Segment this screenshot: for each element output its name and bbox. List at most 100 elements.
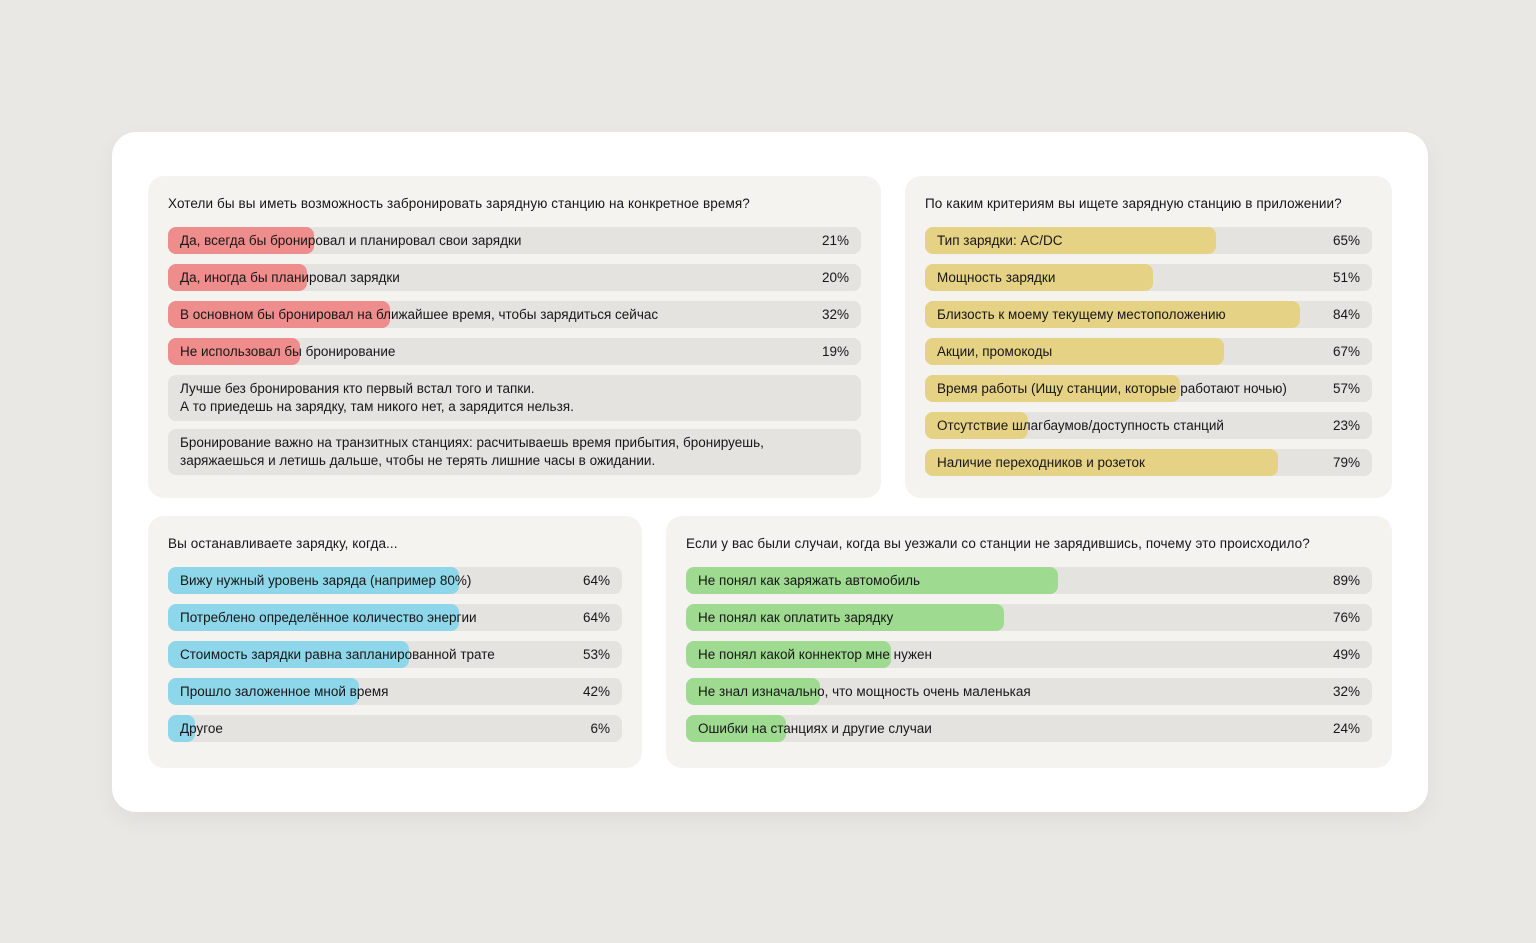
answer-bar-row: Не использовал бы бронирование 19% (168, 338, 861, 365)
answer-label: Время работы (Ищу станции, которые работ… (937, 381, 1287, 396)
answer-label: Не понял как оплатить зарядку (698, 610, 894, 625)
answer-label: Да, иногда бы планировал зарядки (180, 270, 400, 285)
bar-fill (925, 301, 1301, 328)
answer-percentage: 21% (821, 233, 849, 248)
bar-fill (168, 338, 300, 365)
answer-bar-row: Не понял как заряжать автомобиль 89% (686, 567, 1372, 594)
bottom-panels-row: Вы останавливаете зарядку, когда... Вижу… (148, 516, 1392, 768)
panel-title: Вы останавливаете зарядку, когда... (168, 536, 398, 551)
answer-percentage: 89% (1332, 573, 1360, 588)
answer-percentage: 64% (582, 573, 610, 588)
answer-bar-row: Другое 6% (168, 715, 622, 742)
bar-fill (925, 375, 1180, 402)
bar-chart: Вижу нужный уровень заряда (например 80%… (168, 567, 622, 742)
answer-bar-row: Не знал изначально, что мощность очень м… (686, 678, 1372, 705)
answer-label: Тип зарядки: AC/DC (937, 233, 1063, 248)
answer-bar-row: Не понял какой коннектор мне нужен 49% (686, 641, 1372, 668)
bar-fill (925, 412, 1028, 439)
panel-booking-question: Хотели бы вы иметь возможность заброниро… (148, 176, 881, 498)
open-answers: Лучше без бронирования кто первый встал … (168, 375, 861, 475)
open-answer-comment: Бронирование важно на транзитных станция… (168, 429, 861, 475)
answer-label: Отсутствие шлагбаумов/доступность станци… (937, 418, 1224, 433)
answer-label: Близость к моему текущему местоположению (937, 307, 1226, 322)
panel-title: Хотели бы вы иметь возможность заброниро… (168, 196, 750, 211)
answer-label: Не понял как заряжать автомобиль (698, 573, 921, 588)
answer-percentage: 20% (821, 270, 849, 285)
answer-bar-row: Да, всегда бы бронировал и планировал св… (168, 227, 861, 254)
bar-chart: Да, всегда бы бронировал и планировал св… (168, 227, 861, 365)
bar-fill (686, 641, 892, 668)
top-panels-row: Хотели бы вы иметь возможность заброниро… (148, 176, 1392, 498)
answer-percentage: 32% (1332, 684, 1360, 699)
answer-label: Вижу нужный уровень заряда (например 80%… (180, 573, 472, 588)
answer-bar-row: Да, иногда бы планировал зарядки 20% (168, 264, 861, 291)
answer-percentage: 53% (582, 647, 610, 662)
bar-fill (686, 604, 1005, 631)
panel-title: По каким критериям вы ищете зарядную ста… (925, 196, 1342, 211)
answer-label: Не понял какой коннектор мне нужен (698, 647, 932, 662)
bar-fill (925, 338, 1225, 365)
bar-fill (168, 227, 314, 254)
answer-label: Не знал изначально, что мощность очень м… (698, 684, 1031, 699)
answer-label: Акции, промокоды (937, 344, 1053, 359)
answer-bar-row: Наличие переходников и розеток 79% (925, 449, 1372, 476)
panel-left-without-charging: Если у вас были случаи, когда вы уезжали… (666, 516, 1392, 768)
answer-percentage: 65% (1332, 233, 1360, 248)
bar-chart: Не понял как заряжать автомобиль 89% Не по… (686, 567, 1372, 742)
panel-title: Если у вас были случаи, когда вы уезжали… (686, 536, 1310, 551)
answer-label: Другое (180, 721, 223, 736)
bar-chart: Тип зарядки: AC/DC 65% Мощность зарядки 51%… (925, 227, 1372, 476)
bar-fill (168, 604, 459, 631)
bar-fill (925, 264, 1153, 291)
answer-bar-row: Ошибки на станциях и другие случаи 24% (686, 715, 1372, 742)
answer-percentage: 6% (590, 721, 610, 736)
bar-fill (168, 641, 409, 668)
answer-percentage: 64% (582, 610, 610, 625)
answer-percentage: 84% (1332, 307, 1360, 322)
answer-percentage: 57% (1332, 381, 1360, 396)
bar-fill (686, 567, 1059, 594)
answer-bar-row: В основном бы бронировал на ближайшее вр… (168, 301, 861, 328)
answer-label: Да, всегда бы бронировал и планировал св… (180, 233, 522, 248)
answer-percentage: 76% (1332, 610, 1360, 625)
answer-percentage: 42% (582, 684, 610, 699)
answer-label: Наличие переходников и розеток (937, 455, 1145, 470)
bar-fill (925, 449, 1279, 476)
bar-fill (925, 227, 1216, 254)
answer-percentage: 23% (1332, 418, 1360, 433)
bar-fill (686, 715, 787, 742)
answer-bar-row: Вижу нужный уровень заряда (например 80%… (168, 567, 622, 594)
answer-bar-row: Тип зарядки: AC/DC 65% (925, 227, 1372, 254)
answer-label: Мощность зарядки (937, 270, 1056, 285)
answer-percentage: 67% (1332, 344, 1360, 359)
answer-bar-row: Отсутствие шлагбаумов/доступность станци… (925, 412, 1372, 439)
panel-stop-charging: Вы останавливаете зарядку, когда... Вижу… (148, 516, 642, 768)
bar-fill (686, 678, 820, 705)
survey-results-card: Хотели бы вы иметь возможность заброниро… (112, 132, 1428, 812)
answer-bar-row: Мощность зарядки 51% (925, 264, 1372, 291)
answer-label: Не использовал бы бронирование (180, 344, 396, 359)
answer-bar-row: Не понял как оплатить зарядку 76% (686, 604, 1372, 631)
answer-bar-row: Потреблено определённое количество энерг… (168, 604, 622, 631)
answer-label: Потреблено определённое количество энерг… (180, 610, 477, 625)
answer-percentage: 51% (1332, 270, 1360, 285)
open-answer-comment: Лучше без бронирования кто первый встал … (168, 375, 861, 421)
answer-percentage: 32% (821, 307, 849, 322)
bar-fill (168, 567, 459, 594)
answer-bar-row: Акции, промокоды 67% (925, 338, 1372, 365)
bar-fill (168, 301, 390, 328)
answer-percentage: 19% (821, 344, 849, 359)
answer-percentage: 49% (1332, 647, 1360, 662)
panel-search-criteria: По каким критериям вы ищете зарядную ста… (905, 176, 1392, 498)
answer-bar-row: Прошло заложенное мной время 42% (168, 678, 622, 705)
answer-label: В основном бы бронировал на ближайшее вр… (180, 307, 659, 322)
answer-bar-row: Близость к моему текущему местоположению… (925, 301, 1372, 328)
bar-fill (168, 264, 307, 291)
answer-label: Прошло заложенное мной время (180, 684, 389, 699)
answer-bar-row: Время работы (Ищу станции, которые работ… (925, 375, 1372, 402)
answer-bar-row: Стоимость зарядки равна запланированной … (168, 641, 622, 668)
bar-fill (168, 715, 196, 742)
bar-fill (168, 678, 359, 705)
answer-percentage: 24% (1332, 721, 1360, 736)
answer-label: Ошибки на станциях и другие случаи (698, 721, 932, 736)
